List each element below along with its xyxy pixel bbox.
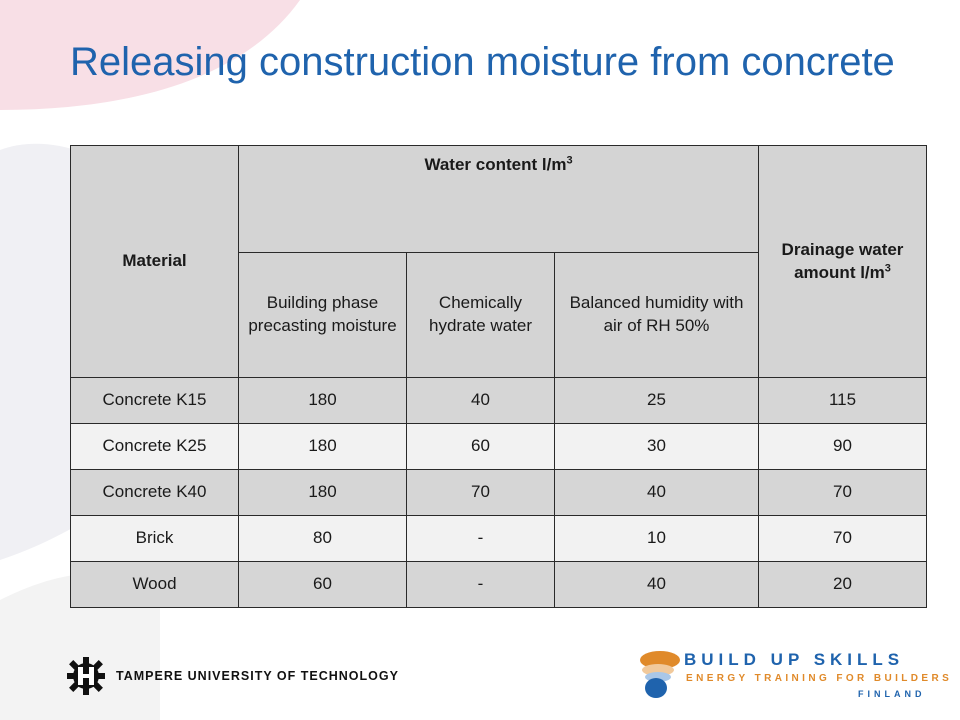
cell-drainage: 115 [758, 377, 927, 424]
cell-chemically-hydrate: - [406, 515, 555, 562]
logo-country: FINLAND [858, 689, 926, 699]
cell-drainage: 70 [758, 515, 927, 562]
cell-material: Concrete K25 [70, 423, 239, 470]
cell-chemically-hydrate: - [406, 561, 555, 608]
cell-building-phase: 180 [238, 423, 407, 470]
cell-balanced-humidity: 30 [554, 423, 759, 470]
logo-title: BUILD UP SKILLS [684, 650, 905, 669]
table-row: Concrete K15 180 40 25 115 [70, 377, 927, 424]
cell-building-phase: 180 [238, 377, 407, 424]
cell-material: Concrete K40 [70, 469, 239, 516]
cell-chemically-hydrate: 40 [406, 377, 555, 424]
build-up-skills-logo-icon [640, 651, 680, 698]
cell-chemically-hydrate: 60 [406, 423, 555, 470]
cell-drainage: 70 [758, 469, 927, 516]
slide-title: Releasing construction moisture from con… [70, 40, 895, 84]
cell-balanced-humidity: 10 [554, 515, 759, 562]
cell-material: Brick [70, 515, 239, 562]
cell-balanced-humidity: 40 [554, 561, 759, 608]
table-row: Concrete K40 180 70 40 70 [70, 469, 927, 516]
header-water-content: Water content l/m3 [238, 145, 759, 253]
cell-balanced-humidity: 40 [554, 469, 759, 516]
table-row: Concrete K25 180 60 30 90 [70, 423, 927, 470]
header-drainage: Drainage water amount l/m3 [758, 145, 927, 378]
tut-logo: TAMPERE UNIVERSITY OF TECHNOLOGY [66, 656, 399, 696]
gear-logo-icon [67, 657, 105, 695]
cell-material: Concrete K15 [70, 377, 239, 424]
cell-material: Wood [70, 561, 239, 608]
table-row: Brick 80 - 10 70 [70, 515, 927, 562]
cell-building-phase: 60 [238, 561, 407, 608]
cell-chemically-hydrate: 70 [406, 469, 555, 516]
subheader-balanced-humidity: Balanced humidity with air of RH 50% [554, 252, 759, 378]
university-name: TAMPERE UNIVERSITY OF TECHNOLOGY [116, 669, 399, 683]
table-row: Wood 60 - 40 20 [70, 561, 927, 608]
logo-subtitle: ENERGY TRAINING FOR BUILDERS [686, 673, 953, 684]
header-material: Material [70, 145, 239, 378]
cell-building-phase: 80 [238, 515, 407, 562]
cell-drainage: 20 [758, 561, 927, 608]
cell-building-phase: 180 [238, 469, 407, 516]
cell-drainage: 90 [758, 423, 927, 470]
build-up-skills-logo: BUILD UP SKILLS ENERGY TRAINING FOR BUIL… [636, 646, 949, 706]
subheader-chemically-hydrate: Chemically hydrate water [406, 252, 555, 378]
subheader-building-phase: Building phase precasting moisture [238, 252, 407, 378]
cell-balanced-humidity: 25 [554, 377, 759, 424]
moisture-table: Material Water content l/m3 Drainage wat… [70, 145, 927, 608]
